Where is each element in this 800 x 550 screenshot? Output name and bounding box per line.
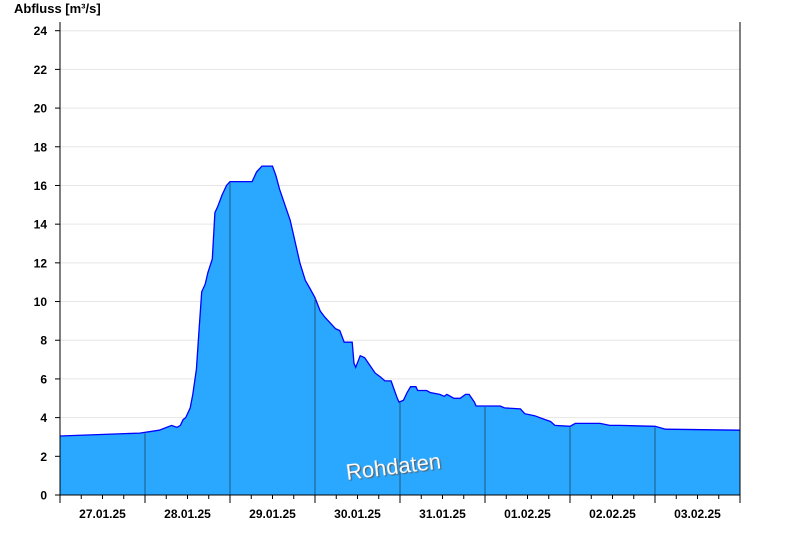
- discharge-line: [59, 165, 741, 437]
- y-tick-label: 8: [40, 334, 47, 348]
- x-tick-label: 01.02.25: [504, 507, 551, 521]
- x-tick-label: 27.01.25: [79, 507, 126, 521]
- y-tick-label: 18: [34, 140, 48, 154]
- y-axis-label: Abfluss [m³/s]: [14, 1, 101, 16]
- x-tick-label: 28.01.25: [164, 507, 211, 521]
- y-tick-label: 6: [40, 372, 47, 386]
- y-tick-label: 22: [34, 63, 48, 77]
- y-tick-label: 4: [40, 411, 47, 425]
- y-tick-label: 24: [34, 24, 48, 38]
- y-tick-label: 2: [40, 450, 47, 464]
- y-tick-label: 20: [34, 102, 48, 116]
- y-tick-label: 14: [34, 218, 48, 232]
- x-tick-label: 30.01.25: [334, 507, 381, 521]
- x-tick-label: 02.02.25: [589, 507, 636, 521]
- y-tick-label: 0: [40, 489, 47, 503]
- y-tick-label: 12: [34, 256, 48, 270]
- y-tick-label: 10: [34, 295, 48, 309]
- x-tick-label: 31.01.25: [419, 507, 466, 521]
- x-tick-label: 03.02.25: [674, 507, 721, 521]
- x-tick-label: 29.01.25: [249, 507, 296, 521]
- y-tick-label: 16: [34, 179, 48, 193]
